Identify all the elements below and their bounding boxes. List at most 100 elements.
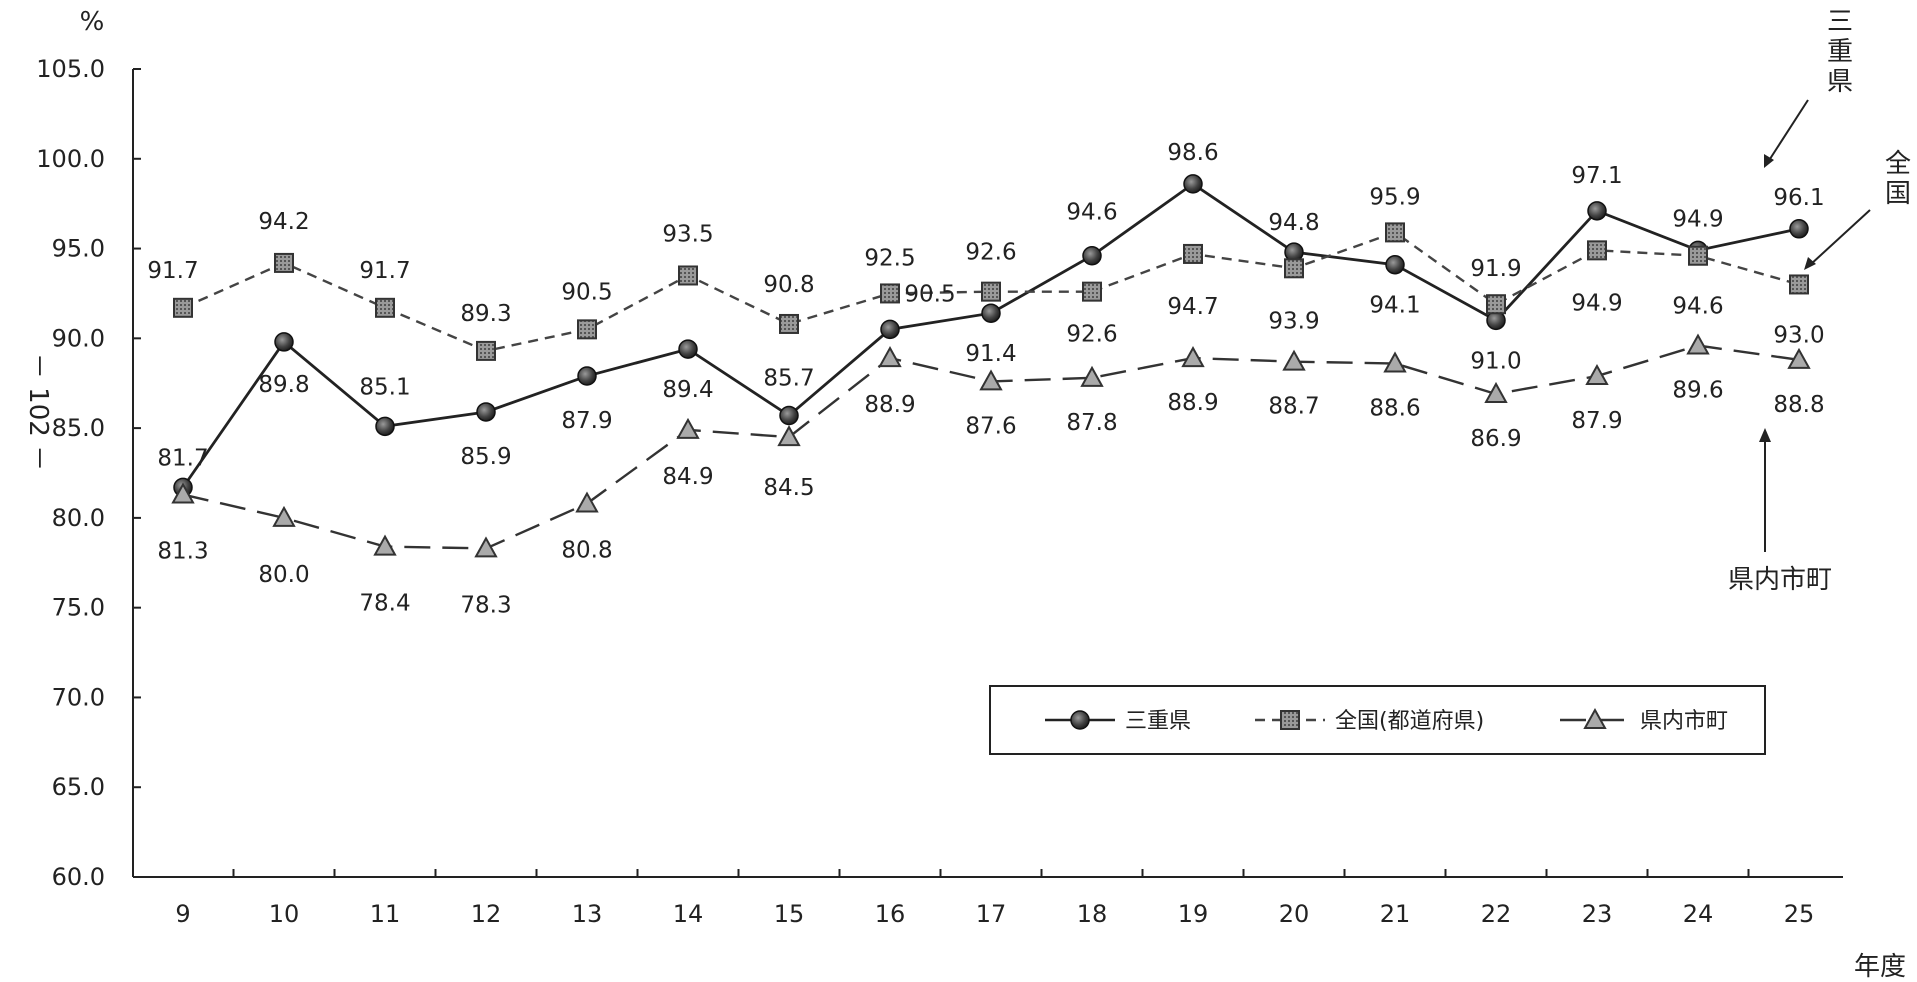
data-label: 88.9 <box>864 392 915 418</box>
data-label: 90.5 <box>904 281 955 307</box>
y-tick-label: 65.0 <box>52 773 105 801</box>
x-tick-label: 9 <box>175 900 190 928</box>
data-label: 98.6 <box>1167 140 1218 166</box>
data-point <box>375 416 395 437</box>
data-point <box>474 536 498 558</box>
data-point <box>375 297 395 318</box>
data-point <box>575 491 599 513</box>
data-label: 88.7 <box>1268 394 1319 420</box>
x-tick-label: 10 <box>269 900 300 928</box>
data-point <box>981 281 1001 302</box>
x-tick-label: 24 <box>1683 900 1714 928</box>
data-label: 94.6 <box>1672 294 1723 320</box>
y-tick-label: 85.0 <box>52 414 105 442</box>
data-label: 91.7 <box>359 258 410 284</box>
x-tick-label: 19 <box>1178 900 1209 928</box>
data-point <box>373 534 397 556</box>
data-label: 87.6 <box>965 413 1016 439</box>
data-point <box>1082 281 1102 302</box>
data-label: 86.9 <box>1470 426 1521 452</box>
x-axis-title: 年度 <box>1854 952 1906 982</box>
data-label: 94.6 <box>1066 200 1117 226</box>
legend: 三重県 全国(都道府県) 県内市町 <box>989 685 1766 755</box>
annotation-char: 三 <box>1827 7 1853 37</box>
data-label: 80.8 <box>561 538 612 564</box>
annotation-arrow <box>1767 99 1809 163</box>
x-tick-label: 23 <box>1582 900 1613 928</box>
legend-item: 三重県 <box>1045 709 1191 734</box>
data-point <box>1486 294 1506 315</box>
data-label: 91.4 <box>965 341 1016 367</box>
x-tick-label: 17 <box>976 900 1007 928</box>
data-point <box>1183 174 1203 194</box>
x-tick-label: 14 <box>673 900 704 928</box>
arrow-head <box>1804 257 1816 270</box>
arrow-head <box>1759 428 1771 442</box>
annotation-char: 国 <box>1885 179 1911 209</box>
data-point <box>1383 351 1407 373</box>
annotation-char: 県 <box>1827 67 1853 97</box>
data-point <box>272 505 296 527</box>
data-label: 81.7 <box>157 445 208 471</box>
data-label: 89.8 <box>258 372 309 398</box>
data-label: 87.9 <box>1571 408 1622 434</box>
data-point <box>1080 365 1104 387</box>
data-label: 87.9 <box>561 408 612 434</box>
data-point <box>880 319 900 340</box>
data-label: 94.8 <box>1268 210 1319 236</box>
data-labels: 81.7 89.8 85.1 85.9 87.9 89.4 85.7 90.5 91.4 94.6… <box>147 140 1824 618</box>
data-label: 88.8 <box>1773 392 1824 418</box>
y-tick-label: 70.0 <box>52 683 105 711</box>
data-point <box>476 340 496 361</box>
data-label: 93.9 <box>1268 308 1319 334</box>
data-label: 85.9 <box>460 444 511 470</box>
data-point <box>1686 333 1710 355</box>
data-point <box>173 297 193 318</box>
data-point <box>1688 245 1708 266</box>
page-number-mark: － 102 － <box>23 353 53 471</box>
data-label: 92.6 <box>965 240 1016 266</box>
data-label: 91.9 <box>1470 256 1521 282</box>
data-point <box>678 339 698 359</box>
data-point <box>1484 381 1508 403</box>
y-unit-label: % <box>80 7 105 37</box>
data-label: 89.3 <box>460 301 511 327</box>
legend-label: 三重県 <box>1125 709 1191 734</box>
y-tick-label: 80.0 <box>52 504 105 532</box>
data-point <box>678 265 698 286</box>
series-layer <box>171 174 1811 558</box>
data-point <box>1282 349 1306 371</box>
legend-box <box>989 685 1766 755</box>
annotation-arrow <box>1809 209 1871 266</box>
y-ticks: 60.0 65.0 70.0 75.0 80.0 85.0 90.0 95.0 100.0 105… <box>36 55 141 891</box>
data-point <box>1587 240 1607 261</box>
annotation-mie: 三重県 <box>1764 7 1853 168</box>
x-tick-label: 18 <box>1077 900 1108 928</box>
annotation-char: 全 <box>1885 149 1911 179</box>
data-label: 88.6 <box>1369 395 1420 421</box>
data-label: 84.9 <box>662 464 713 490</box>
data-point <box>1284 258 1304 279</box>
data-label: 89.4 <box>662 377 713 403</box>
series-line <box>181 182 1800 489</box>
legend-label: 県内市町 <box>1640 709 1728 734</box>
data-label: 94.7 <box>1167 294 1218 320</box>
data-point <box>880 283 900 304</box>
data-point <box>1585 363 1609 386</box>
data-label: 94.9 <box>1571 290 1622 316</box>
data-point <box>1787 347 1811 369</box>
x-tick-label: 11 <box>370 900 401 928</box>
data-point <box>779 313 799 334</box>
data-label: 93.5 <box>662 221 713 247</box>
x-tick-label: 20 <box>1279 900 1310 928</box>
data-label: 90.5 <box>561 279 612 305</box>
data-label: 84.5 <box>763 475 814 501</box>
data-label: 95.9 <box>1369 184 1420 210</box>
data-point <box>476 402 496 422</box>
data-point <box>1789 274 1809 295</box>
data-point <box>676 417 700 439</box>
data-point <box>1082 245 1102 266</box>
x-tick-label: 25 <box>1784 900 1815 928</box>
data-label: 93.0 <box>1773 322 1824 348</box>
y-tick-label: 100.0 <box>36 145 105 173</box>
